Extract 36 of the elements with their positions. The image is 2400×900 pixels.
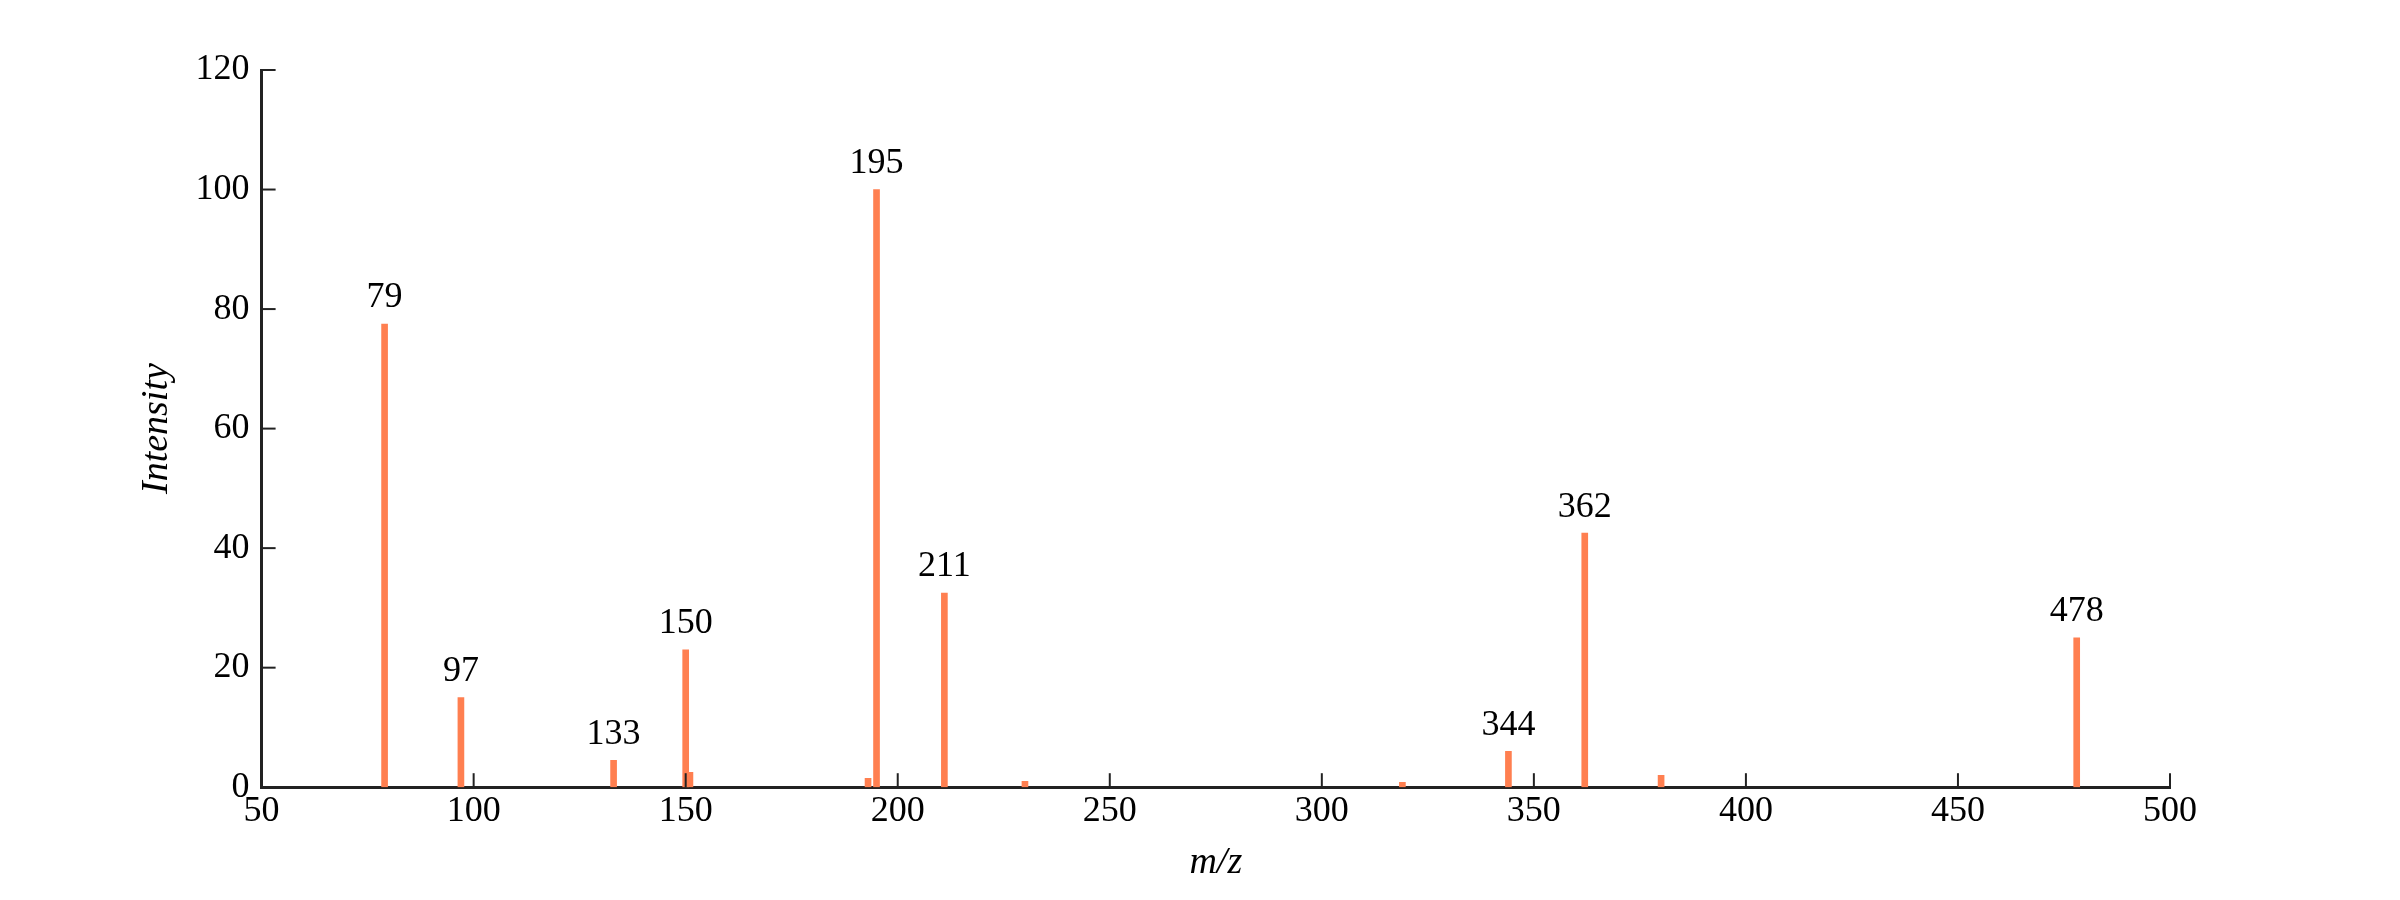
y-tick-label: 80	[213, 286, 250, 327]
x-tick-label: 150	[658, 789, 713, 830]
y-axis-title: Intensity	[132, 363, 175, 496]
bar	[941, 592, 948, 788]
bar	[381, 323, 388, 788]
annotation: 133	[586, 711, 641, 752]
bar	[1399, 782, 1406, 788]
x-tick-label: 200	[870, 789, 925, 830]
y-tick-label: 20	[213, 645, 250, 686]
bar	[1505, 751, 1512, 788]
annotation: 344	[1481, 702, 1536, 743]
x-axis-title: m/z	[1189, 839, 1243, 882]
y-tick-label: 40	[213, 525, 250, 566]
x-tick-label: 300	[1294, 789, 1349, 830]
annotation: 362	[1557, 484, 1612, 525]
annotation: 79	[366, 275, 403, 316]
annotation: 150	[658, 601, 713, 642]
annotation: 97	[442, 649, 479, 689]
bar	[2073, 637, 2081, 788]
y-tick-label: 120	[195, 47, 250, 88]
annotation: 211	[918, 544, 971, 585]
bar	[682, 649, 690, 788]
x-tick-label: 450	[1930, 789, 1985, 830]
y-tick-label: 60	[213, 406, 250, 447]
bar	[1581, 532, 1589, 788]
bar	[873, 189, 880, 788]
annotation: 195	[849, 140, 904, 181]
bar	[457, 697, 465, 788]
x-tick-label: 400	[1718, 789, 1773, 830]
x-tick-label: 100	[446, 789, 501, 830]
bar	[610, 759, 617, 788]
x-tick-label: 500	[2143, 789, 2197, 830]
x-tick-label: 250	[1082, 789, 1137, 830]
x-tick-label: 350	[1506, 789, 1561, 830]
annotation: 478	[2049, 589, 2104, 630]
y-tick-label: 100	[195, 166, 250, 207]
